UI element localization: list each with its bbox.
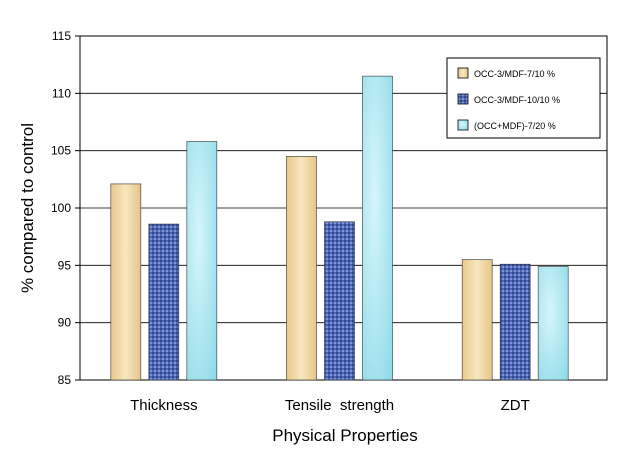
y-tick-label: 85 bbox=[58, 373, 72, 387]
bar-2-2 bbox=[324, 221, 355, 381]
x-axis-title: Physical Properties bbox=[272, 426, 418, 445]
legend-swatch-2 bbox=[457, 93, 469, 105]
legend-label-1: OCC-3/MDF-7/10 % bbox=[474, 69, 555, 79]
bar-1-3 bbox=[461, 259, 493, 381]
y-tick-label: 115 bbox=[52, 29, 71, 43]
bar-3-2 bbox=[362, 75, 393, 381]
category-label: ZDT bbox=[501, 397, 530, 414]
y-tick-label: 100 bbox=[51, 201, 71, 215]
category-label: Tensile strength bbox=[285, 397, 394, 414]
y-axis-title: % compared to control bbox=[18, 123, 37, 293]
bar-2-1 bbox=[148, 223, 180, 381]
bar-3-3 bbox=[537, 266, 569, 381]
y-axis-ticks: 85 90 95 100 105 110 115 bbox=[51, 29, 80, 387]
y-tick-label: 90 bbox=[58, 316, 72, 330]
legend-swatch-1 bbox=[457, 67, 469, 79]
y-tick-label: 105 bbox=[51, 144, 71, 158]
bar-1-2 bbox=[286, 156, 317, 381]
bars bbox=[110, 75, 569, 381]
y-tick-label: 110 bbox=[52, 86, 71, 100]
legend-swatch-3 bbox=[457, 119, 469, 131]
bar-3-1 bbox=[186, 141, 218, 381]
y-tick-label: 95 bbox=[58, 258, 72, 272]
legend: OCC-3/MDF-7/10 % OCC-3/MDF-10/10 % (OCC+… bbox=[446, 57, 601, 139]
bar-1-1 bbox=[110, 183, 142, 381]
legend-box bbox=[446, 57, 601, 139]
x-axis-categories: Thickness Tensile strength ZDT bbox=[130, 397, 530, 414]
legend-label-3: (OCC+MDF)-7/20 % bbox=[474, 121, 556, 131]
bar-2-3 bbox=[499, 263, 531, 381]
legend-label-2: OCC-3/MDF-10/10 % bbox=[474, 95, 560, 105]
category-label: Thickness bbox=[130, 397, 198, 414]
